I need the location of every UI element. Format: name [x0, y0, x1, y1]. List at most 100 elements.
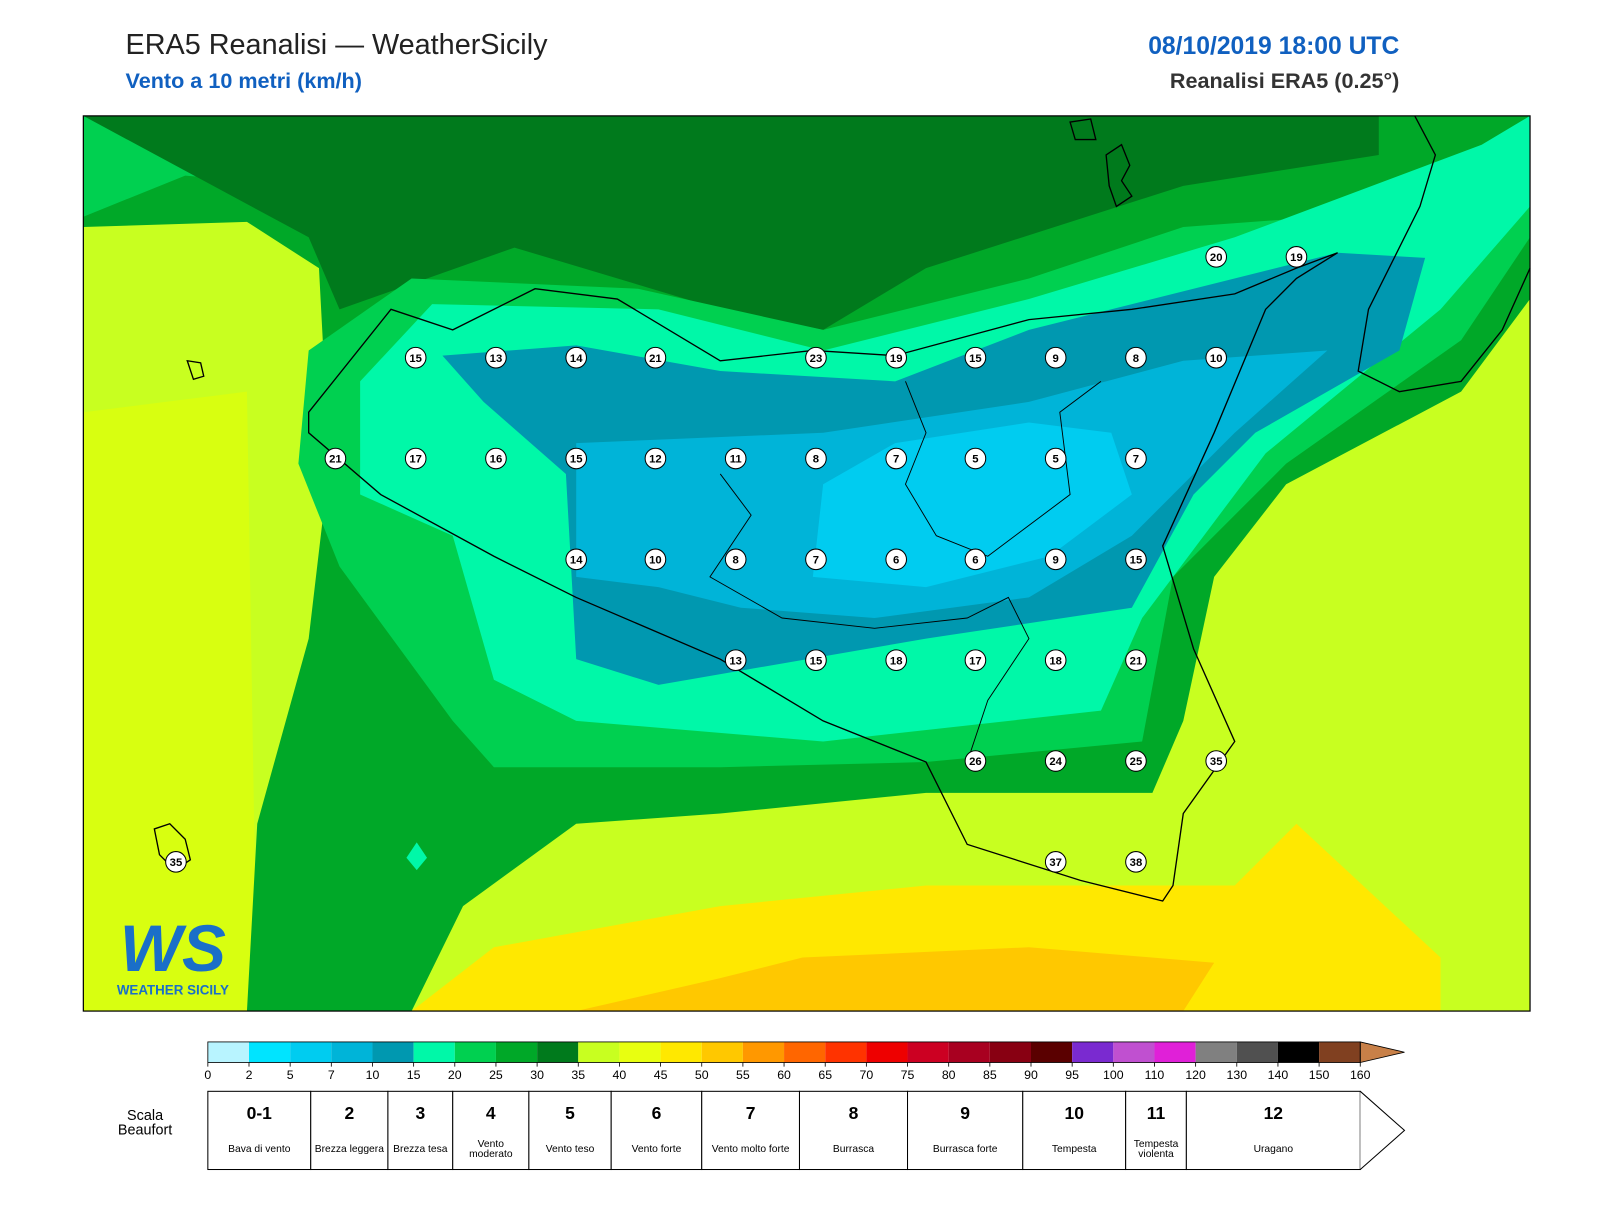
beaufort-cell [907, 1090, 1024, 1171]
value-marker [724, 649, 747, 671]
beaufort-force: 8 [849, 1103, 859, 1123]
color-bin [1154, 1041, 1196, 1063]
value-label: 11 [730, 454, 742, 466]
beaufort-force: 6 [652, 1103, 662, 1123]
value-marker [1205, 246, 1228, 268]
beaufort-label-box: Vento teso [545, 1143, 595, 1156]
beaufort-label-box: Vento forte [632, 1144, 682, 1154]
color-bin [331, 1041, 373, 1063]
beaufort-cell [452, 1090, 530, 1171]
color-bin [866, 1041, 908, 1063]
color-bin [290, 1041, 332, 1063]
beaufort-title: Scala Beaufort [117, 1106, 173, 1138]
calabria-coast [1357, 115, 1531, 393]
beaufort-label-box: Brezza tesa [393, 1144, 447, 1154]
beaufort-force: 9 [960, 1103, 970, 1123]
beaufort-force: 4 [486, 1103, 496, 1123]
color-bin [701, 1041, 743, 1063]
beaufort-label: Vento teso [545, 1143, 595, 1156]
value-label: 15 [1130, 554, 1143, 566]
value-label: 13 [490, 353, 503, 365]
value-marker [964, 346, 987, 369]
colorbar-tick-label: 70 [860, 1068, 874, 1082]
value-marker [1044, 851, 1067, 873]
value-marker [1125, 447, 1147, 470]
value-marker [1125, 649, 1147, 671]
title: ERA5 Reanalisi — WeatherSicily [126, 29, 549, 61]
beaufort-cell [1185, 1090, 1361, 1171]
datetime: 08/10/2019 18:00 UTC [1148, 33, 1399, 60]
value-label: 8 [813, 454, 819, 466]
beaufort-label-box: Burrasca forte [932, 1143, 998, 1156]
beaufort-force: 3 [415, 1103, 425, 1123]
color-bin [1236, 1041, 1278, 1063]
colorbar-tick-label: 7 [328, 1068, 335, 1082]
map-frame [82, 115, 1531, 1012]
color-extend [1359, 1041, 1405, 1064]
island-coast [1069, 118, 1097, 141]
colorbar-tick-label: 40 [613, 1068, 627, 1082]
colorbar-tick-label: 140 [1268, 1068, 1289, 1082]
value-marker [1044, 447, 1067, 470]
color-bin [413, 1041, 455, 1063]
value-marker [1044, 649, 1067, 671]
value-label: 18 [890, 655, 903, 667]
field-zone [83, 115, 1379, 330]
value-label: 24 [1049, 756, 1062, 768]
island-coast [1105, 143, 1133, 208]
value-marker [964, 447, 987, 470]
field-zone [83, 391, 258, 1012]
value-label: 12 [649, 454, 662, 466]
value-label: 21 [649, 353, 662, 365]
colorbar-tick-label: 65 [818, 1068, 832, 1082]
value-label: 10 [649, 554, 662, 566]
value-label: 7 [813, 554, 819, 566]
logo-name: WEATHER SICILY [117, 983, 229, 998]
beaufort-label: Vento molto forte [711, 1143, 790, 1156]
colorbar-tick-label: 90 [1024, 1068, 1038, 1082]
value-marker [724, 548, 747, 571]
beaufort-label-box: Vento molto forte [711, 1143, 790, 1156]
colorbar-tick-label: 75 [901, 1068, 915, 1082]
value-label: 19 [1290, 252, 1303, 264]
value-label: 25 [1130, 756, 1143, 768]
value-label: 6 [893, 554, 899, 566]
value-label: 10 [1210, 353, 1223, 365]
color-bin [207, 1041, 250, 1063]
color-bin [1277, 1041, 1320, 1063]
colorbar-tick-label: 110 [1145, 1068, 1165, 1082]
value-marker [485, 447, 507, 470]
value-marker [644, 447, 667, 470]
value-marker [1044, 548, 1067, 571]
beaufort-label-box: Brezza leggera [315, 1144, 384, 1154]
value-marker [964, 750, 987, 772]
value-marker [1125, 851, 1147, 873]
beaufort-label: Tempesta violenta [1133, 1138, 1179, 1161]
value-label: 5 [972, 454, 978, 466]
colorbar-tick-label: 55 [736, 1068, 750, 1082]
beaufort-label-box: Vento moderato [469, 1139, 512, 1160]
value-marker [805, 649, 827, 671]
value-label: 7 [1133, 454, 1139, 466]
color-bin [784, 1041, 826, 1063]
colorbar-tick-label: 60 [777, 1068, 791, 1082]
beaufort-force: 7 [746, 1103, 756, 1123]
value-marker [885, 649, 908, 671]
color-bin [454, 1041, 496, 1063]
beaufort-cell [610, 1090, 703, 1171]
value-marker [1044, 750, 1067, 772]
beaufort-label: Burrasca forte [932, 1143, 998, 1156]
value-marker [1125, 548, 1147, 571]
color-bin [495, 1041, 538, 1063]
color-bin [537, 1041, 579, 1063]
value-marker [885, 447, 908, 470]
beaufort-cell [1125, 1090, 1187, 1171]
value-label: 8 [1133, 353, 1139, 365]
colorbar-tick-label: 30 [530, 1068, 544, 1082]
value-label: 17 [409, 454, 422, 466]
beaufort-cell [310, 1090, 389, 1171]
beaufort-label-box: Uragano [1254, 1144, 1293, 1154]
value-label: 15 [810, 655, 823, 667]
